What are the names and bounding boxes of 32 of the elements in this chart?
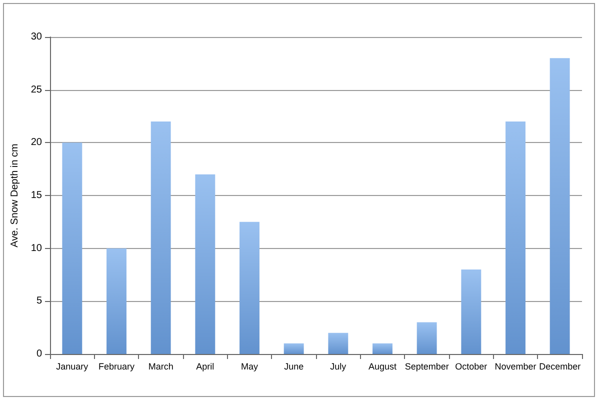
y-tick-label: 0 <box>36 348 42 360</box>
bar <box>506 122 526 354</box>
x-tick-label: March <box>148 362 174 372</box>
y-tick-label: 20 <box>30 137 42 148</box>
bar <box>372 343 392 354</box>
y-tick-label: 5 <box>36 296 42 307</box>
bar <box>62 142 82 354</box>
x-tick-label: April <box>196 362 214 372</box>
bar <box>106 248 126 354</box>
y-axis-title: Ave. Snow Depth in cm <box>9 144 20 248</box>
y-tick-label: 25 <box>30 84 42 96</box>
y-tick-label: 30 <box>30 32 42 42</box>
x-tick-label: November <box>494 362 536 372</box>
bar <box>195 174 216 354</box>
bar <box>550 58 570 354</box>
y-tick-label: 15 <box>30 190 42 201</box>
x-tick-label: August <box>368 362 398 372</box>
bar <box>461 269 482 354</box>
bar <box>416 322 437 354</box>
bar <box>240 222 260 354</box>
x-tick-label: May <box>240 362 258 372</box>
x-tick-label: January <box>56 362 89 372</box>
x-tick-label: October <box>455 362 488 372</box>
x-tick-label: September <box>404 362 449 372</box>
x-tick-label: February <box>98 362 136 372</box>
y-tick-label: 10 <box>30 242 42 254</box>
bar <box>284 343 304 354</box>
x-tick-label: December <box>539 362 581 372</box>
x-tick-label: July <box>330 362 347 372</box>
bar <box>150 122 171 354</box>
x-tick-label: June <box>284 362 304 372</box>
bar <box>328 332 348 354</box>
